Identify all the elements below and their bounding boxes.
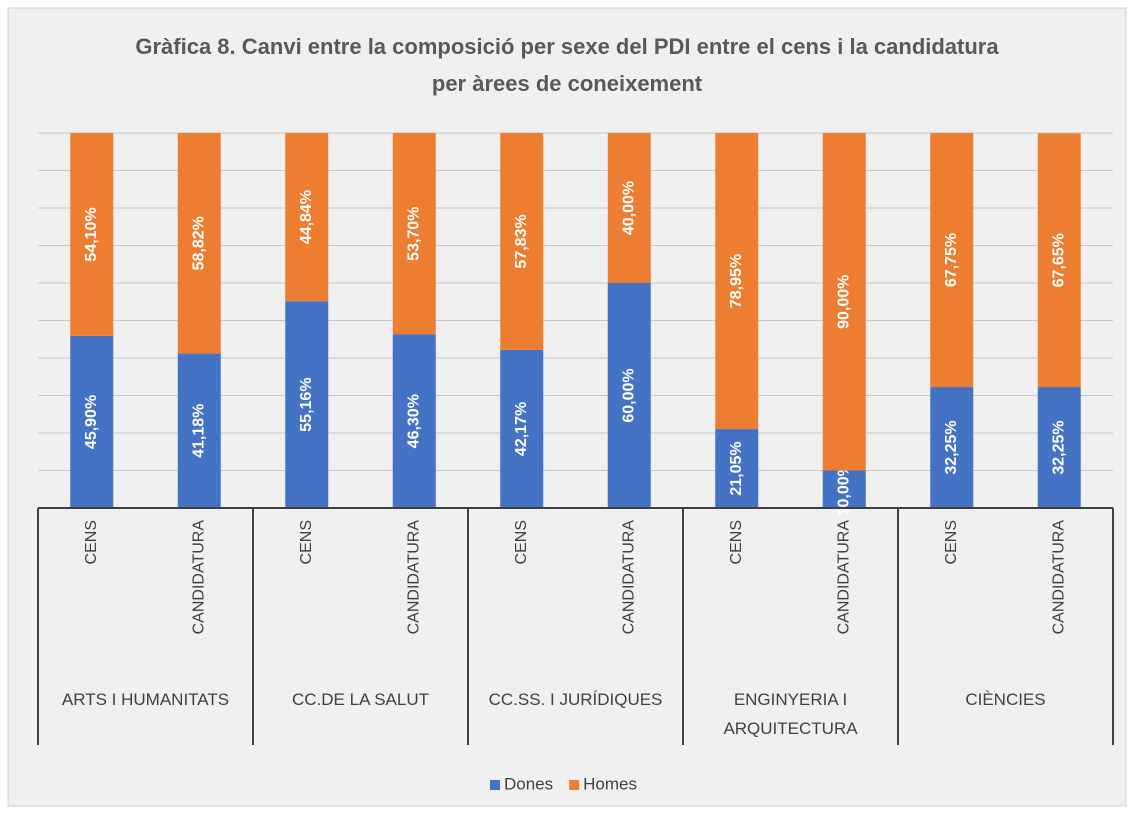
x-tick-label: CENS [83, 520, 100, 564]
data-label: 32,25% [1050, 420, 1067, 474]
legend-label: Homes [583, 774, 637, 793]
data-label: 90,00% [835, 275, 852, 329]
x-tick-label: CANDIDATURA [835, 520, 852, 635]
data-label: 46,30% [405, 394, 422, 448]
x-tick-label: CENS [298, 520, 315, 564]
bar-segment [1037, 387, 1081, 508]
x-tick-label: CENS [513, 520, 530, 564]
x-tick-label: CENS [943, 520, 960, 564]
bar-segment [930, 387, 974, 508]
data-label: 53,70% [405, 207, 422, 261]
data-label: 67,75% [943, 233, 960, 287]
x-tick-label: CANDIDATURA [1050, 520, 1067, 635]
data-label: 58,82% [190, 216, 207, 270]
bar-segment [822, 133, 866, 471]
legend-swatch [569, 780, 580, 790]
bar-segment [930, 133, 974, 388]
bar-segment [285, 301, 329, 508]
bar-segment [822, 470, 866, 508]
x-tick-label: CANDIDATURA [190, 520, 207, 635]
data-label: 42,17% [513, 402, 530, 456]
data-label: 67,65% [1050, 233, 1067, 287]
data-label: 55,16% [298, 377, 315, 431]
legend-swatch [490, 780, 500, 790]
bar-segment [285, 133, 329, 302]
data-label: 32,25% [943, 420, 960, 474]
x-tick-label: CANDIDATURA [620, 520, 637, 635]
legend-label: Dones [504, 774, 553, 793]
x-tick-label: CANDIDATURA [405, 520, 422, 635]
data-label: 41,18% [190, 404, 207, 458]
bar-segment [177, 133, 221, 354]
chart-title: Gràfica 8. Canvi entre la composició per… [135, 34, 999, 96]
bar-segment [715, 133, 759, 430]
data-label: 44,84% [298, 190, 315, 244]
group-label: ARTS I HUMANITATS [62, 690, 229, 709]
bar-segment [392, 334, 436, 508]
data-label: 10,00% [835, 462, 852, 516]
bar-segment [607, 283, 651, 508]
bar-segment [715, 429, 759, 508]
bar-segment [392, 133, 436, 335]
group-label: CC.SS. I JURÍDIQUES [489, 690, 663, 709]
bar-segment [177, 353, 221, 508]
bar-segment [607, 133, 651, 283]
bar-segment [1037, 133, 1081, 388]
bar-segment [70, 133, 114, 336]
data-label: 78,95% [728, 254, 745, 308]
data-label: 60,00% [620, 368, 637, 422]
data-label: 40,00% [620, 181, 637, 235]
data-label: 54,10% [83, 207, 100, 261]
group-label: ENGINYERIA I ARQUITECTURA [723, 690, 858, 738]
x-tick-label: CENS [728, 520, 745, 564]
bar-segment [500, 349, 544, 508]
data-label: 45,90% [83, 395, 100, 449]
data-label: 57,83% [513, 214, 530, 268]
bar-segment [70, 335, 114, 508]
bar-segment [500, 133, 544, 350]
data-label: 21,05% [728, 441, 745, 495]
group-label: CC.DE LA SALUT [292, 690, 429, 709]
group-label: CIÈNCIES [965, 690, 1045, 709]
